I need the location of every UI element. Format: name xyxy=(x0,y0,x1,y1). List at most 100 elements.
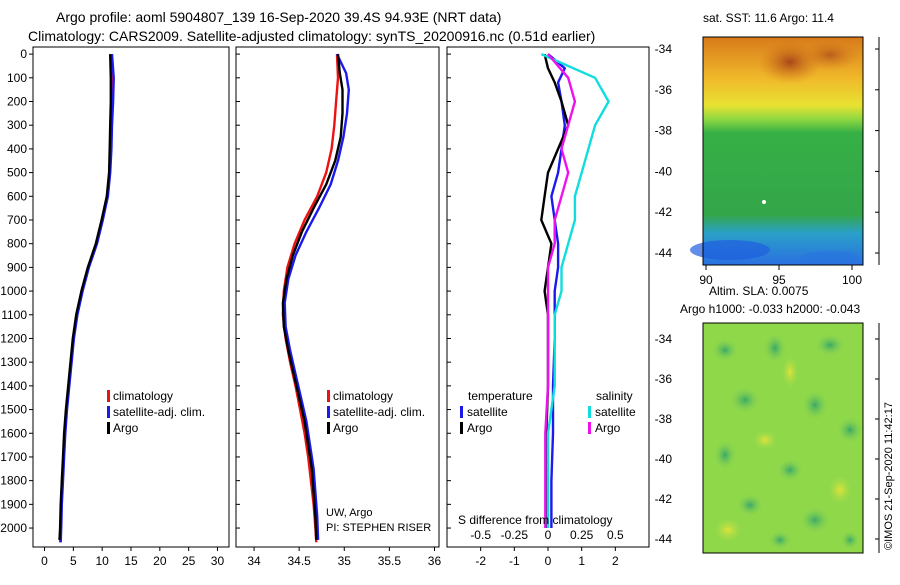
depth-tick-label: 0 xyxy=(20,47,27,61)
depth-tick-label: 100 xyxy=(7,71,27,85)
series-line-satellite-salinity- xyxy=(540,53,610,528)
difference-x-axis: -2 -1 0 1 2 -0.5 -0.25 0 0.25 0.5 xyxy=(470,528,624,568)
legend-swatch-sat-b xyxy=(327,406,330,418)
sst-cold-patch xyxy=(800,251,860,265)
sla-frame xyxy=(702,322,864,554)
legend-label-argo-t: Argo xyxy=(467,421,493,435)
depth-tick-label: 2000 xyxy=(0,521,27,535)
x-tick-label: 1 xyxy=(578,554,585,568)
sla-y-axis: -34 -36 -38 -40 -42 -44 xyxy=(655,332,879,546)
sla-title-2: Argo h1000: -0.033 h2000: -0.043 xyxy=(680,302,860,316)
series-line-argo-salinity- xyxy=(544,53,577,528)
legend-swatch-sat xyxy=(107,406,110,418)
depth-tick-label: 1200 xyxy=(0,331,27,345)
depth-tick-label: 1000 xyxy=(0,284,27,298)
legend-swatch-clim-b xyxy=(327,390,330,402)
series-line-satellite-adj-clim- xyxy=(59,54,115,543)
x-tick-label: 34.5 xyxy=(287,554,311,568)
legend-head-temp: temperature xyxy=(468,389,533,403)
legend-label-sat-b: satellite-adj. clim. xyxy=(333,405,425,419)
x-tick-label: 5 xyxy=(70,554,77,568)
sla-y-tick-label: -40 xyxy=(655,452,673,466)
x-tick-label: 2 xyxy=(612,554,619,568)
depth-tick-label: 1600 xyxy=(0,426,27,440)
sst-y-tick-label: -40 xyxy=(655,164,673,178)
salinity-lines xyxy=(281,53,350,543)
sst-warm-patch-2 xyxy=(800,39,860,71)
legend-swatch-sat-s xyxy=(588,406,591,418)
sst-map: sat. SST: 11.6 Argo: 11.4 -34 -36 -38 -40 -4… xyxy=(655,11,880,287)
depth-tick-label: 1100 xyxy=(1,308,27,322)
legend-temperature: climatology satellite-adj. clim. Argo xyxy=(107,389,205,435)
legend-label-sat-t: satellite xyxy=(467,405,508,419)
sla-title-1: Altim. SLA: 0.0075 xyxy=(709,284,809,298)
sst-y-tick-label: -42 xyxy=(655,205,673,219)
series-line-argo xyxy=(58,54,113,540)
legend-salinity: climatology satellite-adj. clim. Argo UW… xyxy=(326,389,431,534)
depth-tick-label: 600 xyxy=(7,189,27,203)
depth-tick-label: 800 xyxy=(7,237,27,251)
legend-difference: temperature salinity satellite satellite… xyxy=(458,389,636,527)
annotation-pi: PI: STEPHEN RISER xyxy=(326,522,431,534)
sla-y-tick-label: -38 xyxy=(655,412,673,426)
sst-y-tick-label: -44 xyxy=(655,246,673,260)
legend-label-sat-s: satellite xyxy=(595,405,636,419)
x-tick-label: 30 xyxy=(211,554,225,568)
sst-title: sat. SST: 11.6 Argo: 11.4 xyxy=(703,11,834,25)
s-diff-tick-label: -0.25 xyxy=(501,528,529,542)
legend-head-sal: salinity xyxy=(596,389,633,403)
x-tick-label: 0 xyxy=(545,554,552,568)
sla-field xyxy=(703,323,863,553)
sst-y-tick-label: -34 xyxy=(655,42,673,56)
sst-float-marker xyxy=(762,200,766,204)
depth-tick-label: 1800 xyxy=(0,474,27,488)
legend-label-sat: satellite-adj. clim. xyxy=(113,405,205,419)
sst-y-axis: -34 -36 -38 -40 -42 -44 xyxy=(655,42,879,260)
depth-tick-label: 1900 xyxy=(0,497,27,511)
x-tick-label: 35 xyxy=(338,554,352,568)
x-tick-label: 36 xyxy=(428,554,442,568)
depth-tick-label: 200 xyxy=(7,95,27,109)
temperature-x-axis: 0 5 10 15 20 25 30 xyxy=(41,547,224,568)
legend-label-clim: climatology xyxy=(113,389,173,403)
annotation-uw: UW, Argo xyxy=(326,507,372,519)
x-tick-label: 0 xyxy=(41,554,48,568)
legend-swatch-argo xyxy=(107,422,110,434)
sla-y-tick-label: -36 xyxy=(655,372,673,386)
depth-tick-label: 900 xyxy=(7,260,27,274)
sla-y-tick-label: -42 xyxy=(655,492,673,506)
series-line-satellite-adj-clim- xyxy=(283,53,350,540)
panel-salinity xyxy=(235,46,440,548)
sst-cold-tongue xyxy=(690,240,770,260)
depth-axis: 0 100 200 300 400 500 600 700 800 900 1000 1100 1200… xyxy=(0,47,451,535)
sst-y-tick-label: -36 xyxy=(655,83,673,97)
legend-label-argo-s: Argo xyxy=(595,421,621,435)
sla-eddies xyxy=(711,332,864,550)
legend-swatch-argo-t xyxy=(460,422,463,434)
x-tick-label: 10 xyxy=(95,554,109,568)
legend-swatch-argo-b xyxy=(327,422,330,434)
x-tick-label: 15 xyxy=(124,554,138,568)
title-line-2: Climatology: CARS2009. Satellite-adjuste… xyxy=(28,28,595,44)
sst-frame xyxy=(702,36,864,266)
legend-swatch-sat-t xyxy=(460,406,463,418)
depth-tick-label: 1300 xyxy=(0,355,27,369)
depth-tick-label: 1400 xyxy=(0,379,27,393)
salinity-x-axis: 34 34.5 35 35.5 36 xyxy=(247,547,441,568)
sst-y-tick-label: -38 xyxy=(655,124,673,138)
series-line-climatology xyxy=(281,54,340,543)
x-tick-label: 35.5 xyxy=(378,554,402,568)
depth-tick-label: 1700 xyxy=(0,450,27,464)
legend-swatch-argo-s xyxy=(588,422,591,434)
x-tick-label: 20 xyxy=(153,554,167,568)
depth-tick-label: 500 xyxy=(7,166,27,180)
x-tick-label: 34 xyxy=(247,554,261,568)
s-diff-tick-label: 0.25 xyxy=(570,528,594,542)
s-diff-tick-label: 0 xyxy=(545,528,552,542)
temperature-lines xyxy=(58,54,115,543)
s-diff-tick-label: 0.5 xyxy=(607,528,624,542)
sla-map: Altim. SLA: 0.0075 Argo h1000: -0.033 h2… xyxy=(655,284,895,554)
sst-x-tick-label: 90 xyxy=(699,273,713,287)
sla-y-tick-label: -34 xyxy=(655,332,673,346)
